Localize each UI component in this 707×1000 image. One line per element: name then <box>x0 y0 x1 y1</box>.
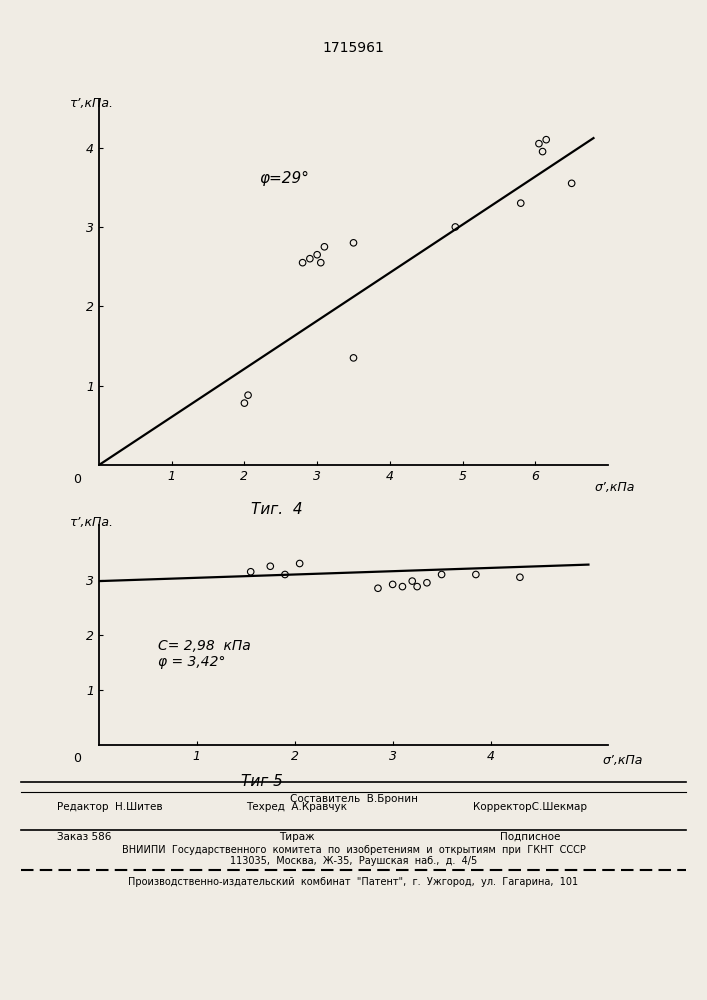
Point <box>566 175 578 191</box>
Point <box>411 579 423 595</box>
Text: τ’,кПа.: τ’,кПа. <box>70 97 114 110</box>
Point <box>541 132 552 148</box>
Text: КорректорС.Шекмар: КорректорС.Шекмар <box>473 802 588 812</box>
Text: Редактор  Н.Шитев: Редактор Н.Шитев <box>57 802 162 812</box>
Text: ВНИИПИ  Государственного  комитета  по  изобретениям  и  открытиям  при  ГКНТ  С: ВНИИПИ Государственного комитета по изоб… <box>122 845 585 855</box>
Text: 0: 0 <box>73 473 81 486</box>
Point <box>436 566 448 582</box>
Point <box>387 576 398 592</box>
Text: Тираж: Тираж <box>279 832 315 842</box>
Text: Заказ 586: Заказ 586 <box>57 832 111 842</box>
Point <box>279 566 291 582</box>
Point <box>421 575 433 591</box>
Point <box>264 558 276 574</box>
Text: Τиг.  4: Τиг. 4 <box>251 502 303 516</box>
Text: Производственно-издательский  комбинат  "Патент",  г.  Ужгород,  ул.  Гагарина, : Производственно-издательский комбинат "П… <box>129 877 578 887</box>
Point <box>245 564 257 580</box>
Point <box>348 235 359 251</box>
Point <box>533 136 544 152</box>
Text: φ=29°: φ=29° <box>259 171 309 186</box>
Point <box>373 580 384 596</box>
Text: C= 2,98  кПа
φ = 3,42°: C= 2,98 кПа φ = 3,42° <box>158 639 250 669</box>
Point <box>397 579 408 595</box>
Point <box>537 144 548 160</box>
Point <box>514 569 525 585</box>
Text: Составитель  В.Бронин: Составитель В.Бронин <box>289 794 418 804</box>
Point <box>304 251 315 267</box>
Text: σ’,кПа: σ’,кПа <box>595 481 636 494</box>
Point <box>450 219 461 235</box>
Point <box>470 566 481 582</box>
Point <box>243 387 254 403</box>
Text: 1715961: 1715961 <box>322 41 385 55</box>
Text: 0: 0 <box>74 752 81 765</box>
Text: τ’,кПа.: τ’,кПа. <box>69 516 114 529</box>
Point <box>239 395 250 411</box>
Point <box>348 350 359 366</box>
Text: Техред  А.Кравчук: Техред А.Кравчук <box>247 802 347 812</box>
Point <box>407 573 418 589</box>
Point <box>515 195 527 211</box>
Text: Подписное: Подписное <box>500 832 561 842</box>
Text: 113035,  Москва,  Ж-35,  Раушская  наб.,  д.  4/5: 113035, Москва, Ж-35, Раушская наб., д. … <box>230 856 477 866</box>
Text: Τиг 5: Τиг 5 <box>241 774 283 789</box>
Point <box>319 239 330 255</box>
Point <box>315 255 327 271</box>
Point <box>297 255 308 271</box>
Point <box>294 556 305 572</box>
Point <box>312 247 323 263</box>
Text: σ’,кПа: σ’,кПа <box>602 754 643 767</box>
